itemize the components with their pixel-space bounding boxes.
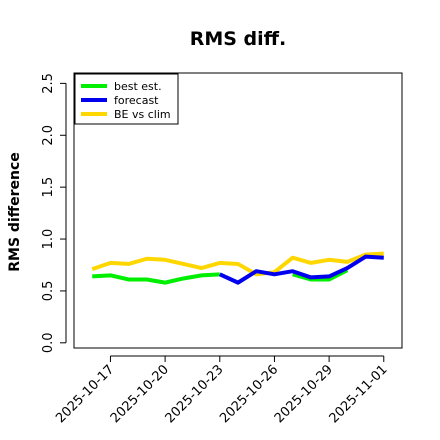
plot-frame: [73, 72, 403, 349]
y-tick-label: 0.5: [41, 281, 56, 302]
y-tick-label: 2.5: [41, 73, 56, 94]
chart-title: RMS diff.: [190, 28, 287, 50]
x-axis: 2025-10-172025-10-202025-10-232025-10-26…: [53, 355, 391, 426]
y-tick-label: 0.0: [41, 332, 56, 353]
y-tick-label: 1.0: [41, 229, 56, 250]
legend-label: forecast: [114, 94, 159, 107]
y-tick-label: 1.5: [41, 177, 56, 198]
series-line-best-est-: [292, 268, 349, 282]
legend-label: BE vs clim: [114, 108, 171, 121]
series-line-forecast: [218, 254, 384, 285]
x-tick-label: 2025-11-01: [327, 362, 391, 426]
y-tick-label: 2.0: [41, 125, 56, 146]
y-axis-label: RMS difference: [7, 152, 23, 272]
series-lines: [91, 251, 384, 285]
series-line-be-vs-clim: [91, 251, 384, 277]
series-line-best-est-: [92, 272, 220, 285]
legend-label: best est.: [114, 80, 162, 93]
y-axis: 0.0 0.5 1.0 1.5 2.0 2.5: [41, 73, 67, 353]
